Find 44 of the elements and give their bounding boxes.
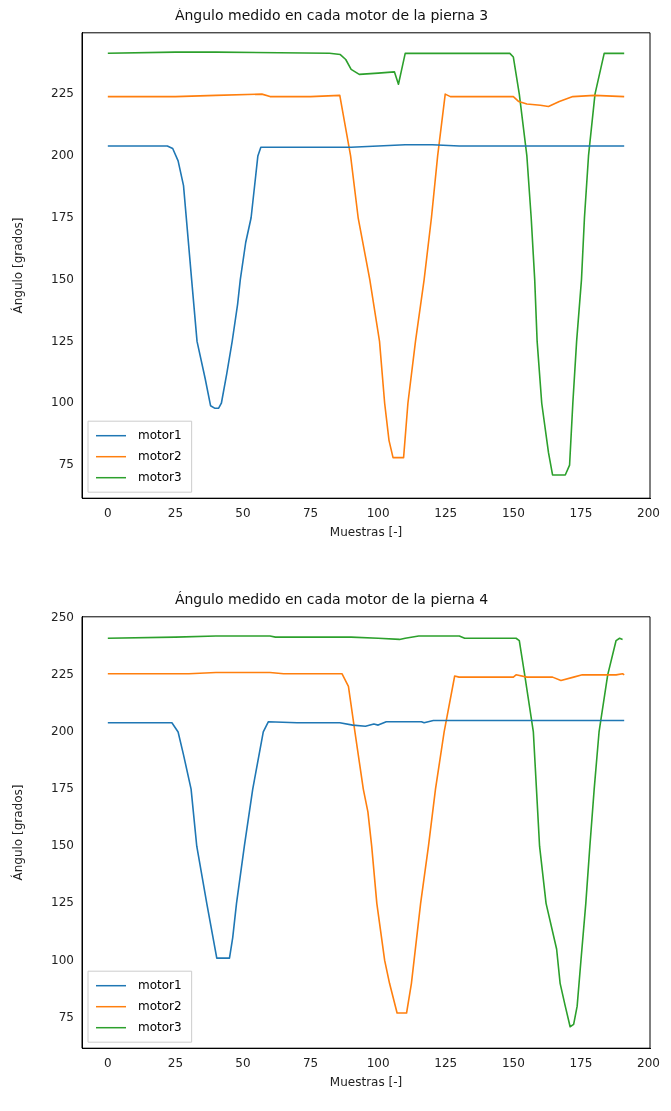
y-tick-label: 100 — [51, 952, 74, 967]
y-axis-title: Ángulo [grados] — [10, 217, 26, 314]
x-tick-label: 125 — [434, 505, 458, 520]
y-tick-label: 175 — [51, 209, 74, 224]
y-tick-label: 125 — [51, 895, 74, 910]
x-axis-title: Muestras [-] — [329, 1074, 403, 1089]
y-tick-label: 75 — [58, 457, 74, 472]
x-tick-label: 25 — [167, 505, 184, 520]
x-tick-label: 175 — [569, 505, 593, 520]
chart-title: Ángulo medido en cada motor de la pierna 4 — [174, 591, 489, 608]
y-tick-label: 225 — [51, 86, 74, 101]
y-tick-label: 125 — [51, 333, 74, 348]
x-tick-label: 50 — [235, 505, 251, 520]
legend-label: motor3 — [138, 1019, 182, 1034]
y-tick-label: 150 — [51, 838, 74, 853]
x-tick-label: 175 — [569, 1055, 593, 1070]
y-tick-label: 225 — [51, 666, 74, 681]
y-axis-title: Ángulo [grados] — [10, 784, 26, 881]
y-tick-label: 100 — [51, 395, 74, 410]
legend-label: motor2 — [138, 448, 182, 463]
y-tick-label: 75 — [58, 1009, 74, 1024]
legend-label: motor1 — [138, 977, 182, 992]
legend-label: motor2 — [138, 998, 182, 1013]
x-tick-label: 100 — [366, 1055, 390, 1070]
y-tick-label: 175 — [51, 781, 74, 796]
x-tick-label: 200 — [637, 505, 660, 520]
x-tick-label: 75 — [302, 1055, 319, 1070]
x-tick-label: 0 — [104, 1055, 112, 1070]
x-tick-label: 75 — [302, 505, 319, 520]
x-tick-label: 25 — [167, 1055, 184, 1070]
x-tick-label: 0 — [104, 505, 112, 520]
x-tick-label: 50 — [235, 1055, 251, 1070]
x-axis-title: Muestras [-] — [329, 524, 403, 539]
legend-label: motor3 — [138, 469, 182, 484]
y-tick-label: 150 — [51, 271, 74, 286]
x-tick-label: 125 — [434, 1055, 458, 1070]
y-tick-label: 250 — [51, 609, 74, 624]
x-tick-label: 200 — [637, 1055, 660, 1070]
y-tick-label: 200 — [51, 724, 74, 739]
y-tick-label: 200 — [51, 148, 74, 163]
legend-label: motor1 — [138, 427, 182, 442]
x-tick-label: 150 — [501, 505, 525, 520]
x-tick-label: 100 — [366, 505, 390, 520]
x-tick-label: 150 — [501, 1055, 525, 1070]
